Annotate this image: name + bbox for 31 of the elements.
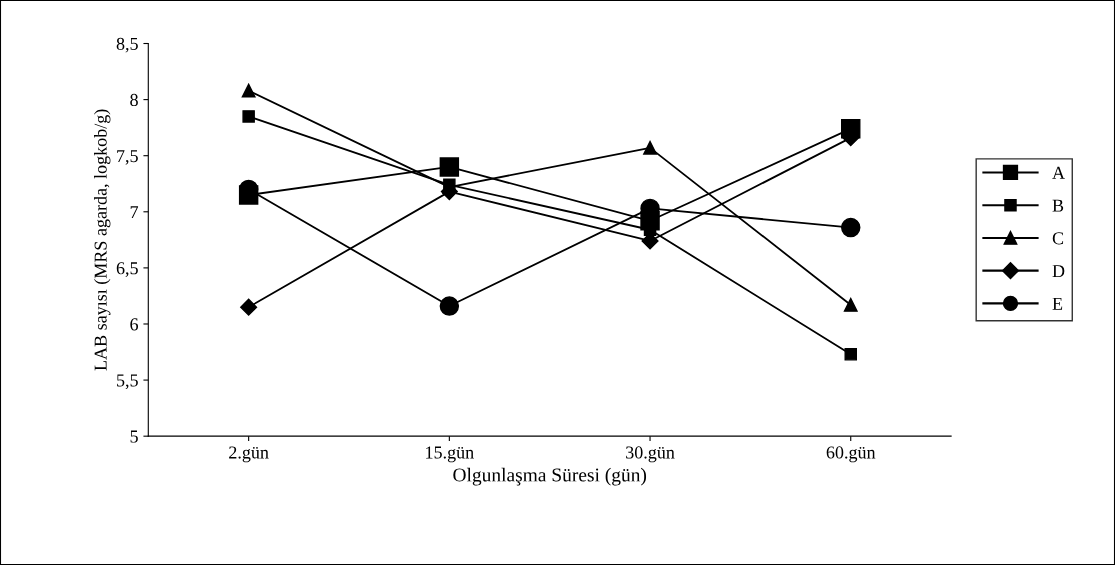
legend-label: E (1052, 297, 1063, 310)
legend-label: A (1052, 166, 1065, 179)
y-tick-label: 6,5 (116, 262, 138, 277)
point (643, 140, 657, 155)
y-tick-label: 7,5 (117, 150, 138, 165)
x-tick-label: 15.gün (426, 446, 474, 463)
point (844, 348, 857, 361)
y-tick-label: 8 (130, 93, 138, 107)
point (640, 211, 660, 231)
y-tick-label: 8,5 (116, 37, 138, 53)
y-tick-label: 6 (130, 318, 139, 331)
point (841, 217, 861, 238)
point (238, 185, 259, 205)
legend-label: C (1052, 232, 1064, 245)
y-tick-label: 5 (130, 430, 138, 443)
point (439, 296, 460, 316)
x-tick-label: 2.gün (229, 446, 269, 463)
legend-label: B (1052, 199, 1064, 212)
point (843, 297, 858, 312)
y-tick-label: 5,5 (117, 374, 138, 390)
point (241, 83, 256, 98)
x-tick-label: 30.gün (626, 446, 675, 463)
y-axis-title: LAB sayısı (MRS agarda, logkob/g) (94, 109, 111, 371)
point (841, 119, 861, 139)
point (240, 298, 258, 316)
y-tick-label: 7 (130, 206, 139, 219)
point (242, 110, 255, 123)
point (439, 157, 460, 177)
x-tick-label: 60.gün (826, 446, 876, 463)
legend-label: D (1052, 265, 1065, 278)
x-axis-title: Olgunlaşma Süresi (gün) (453, 467, 647, 486)
